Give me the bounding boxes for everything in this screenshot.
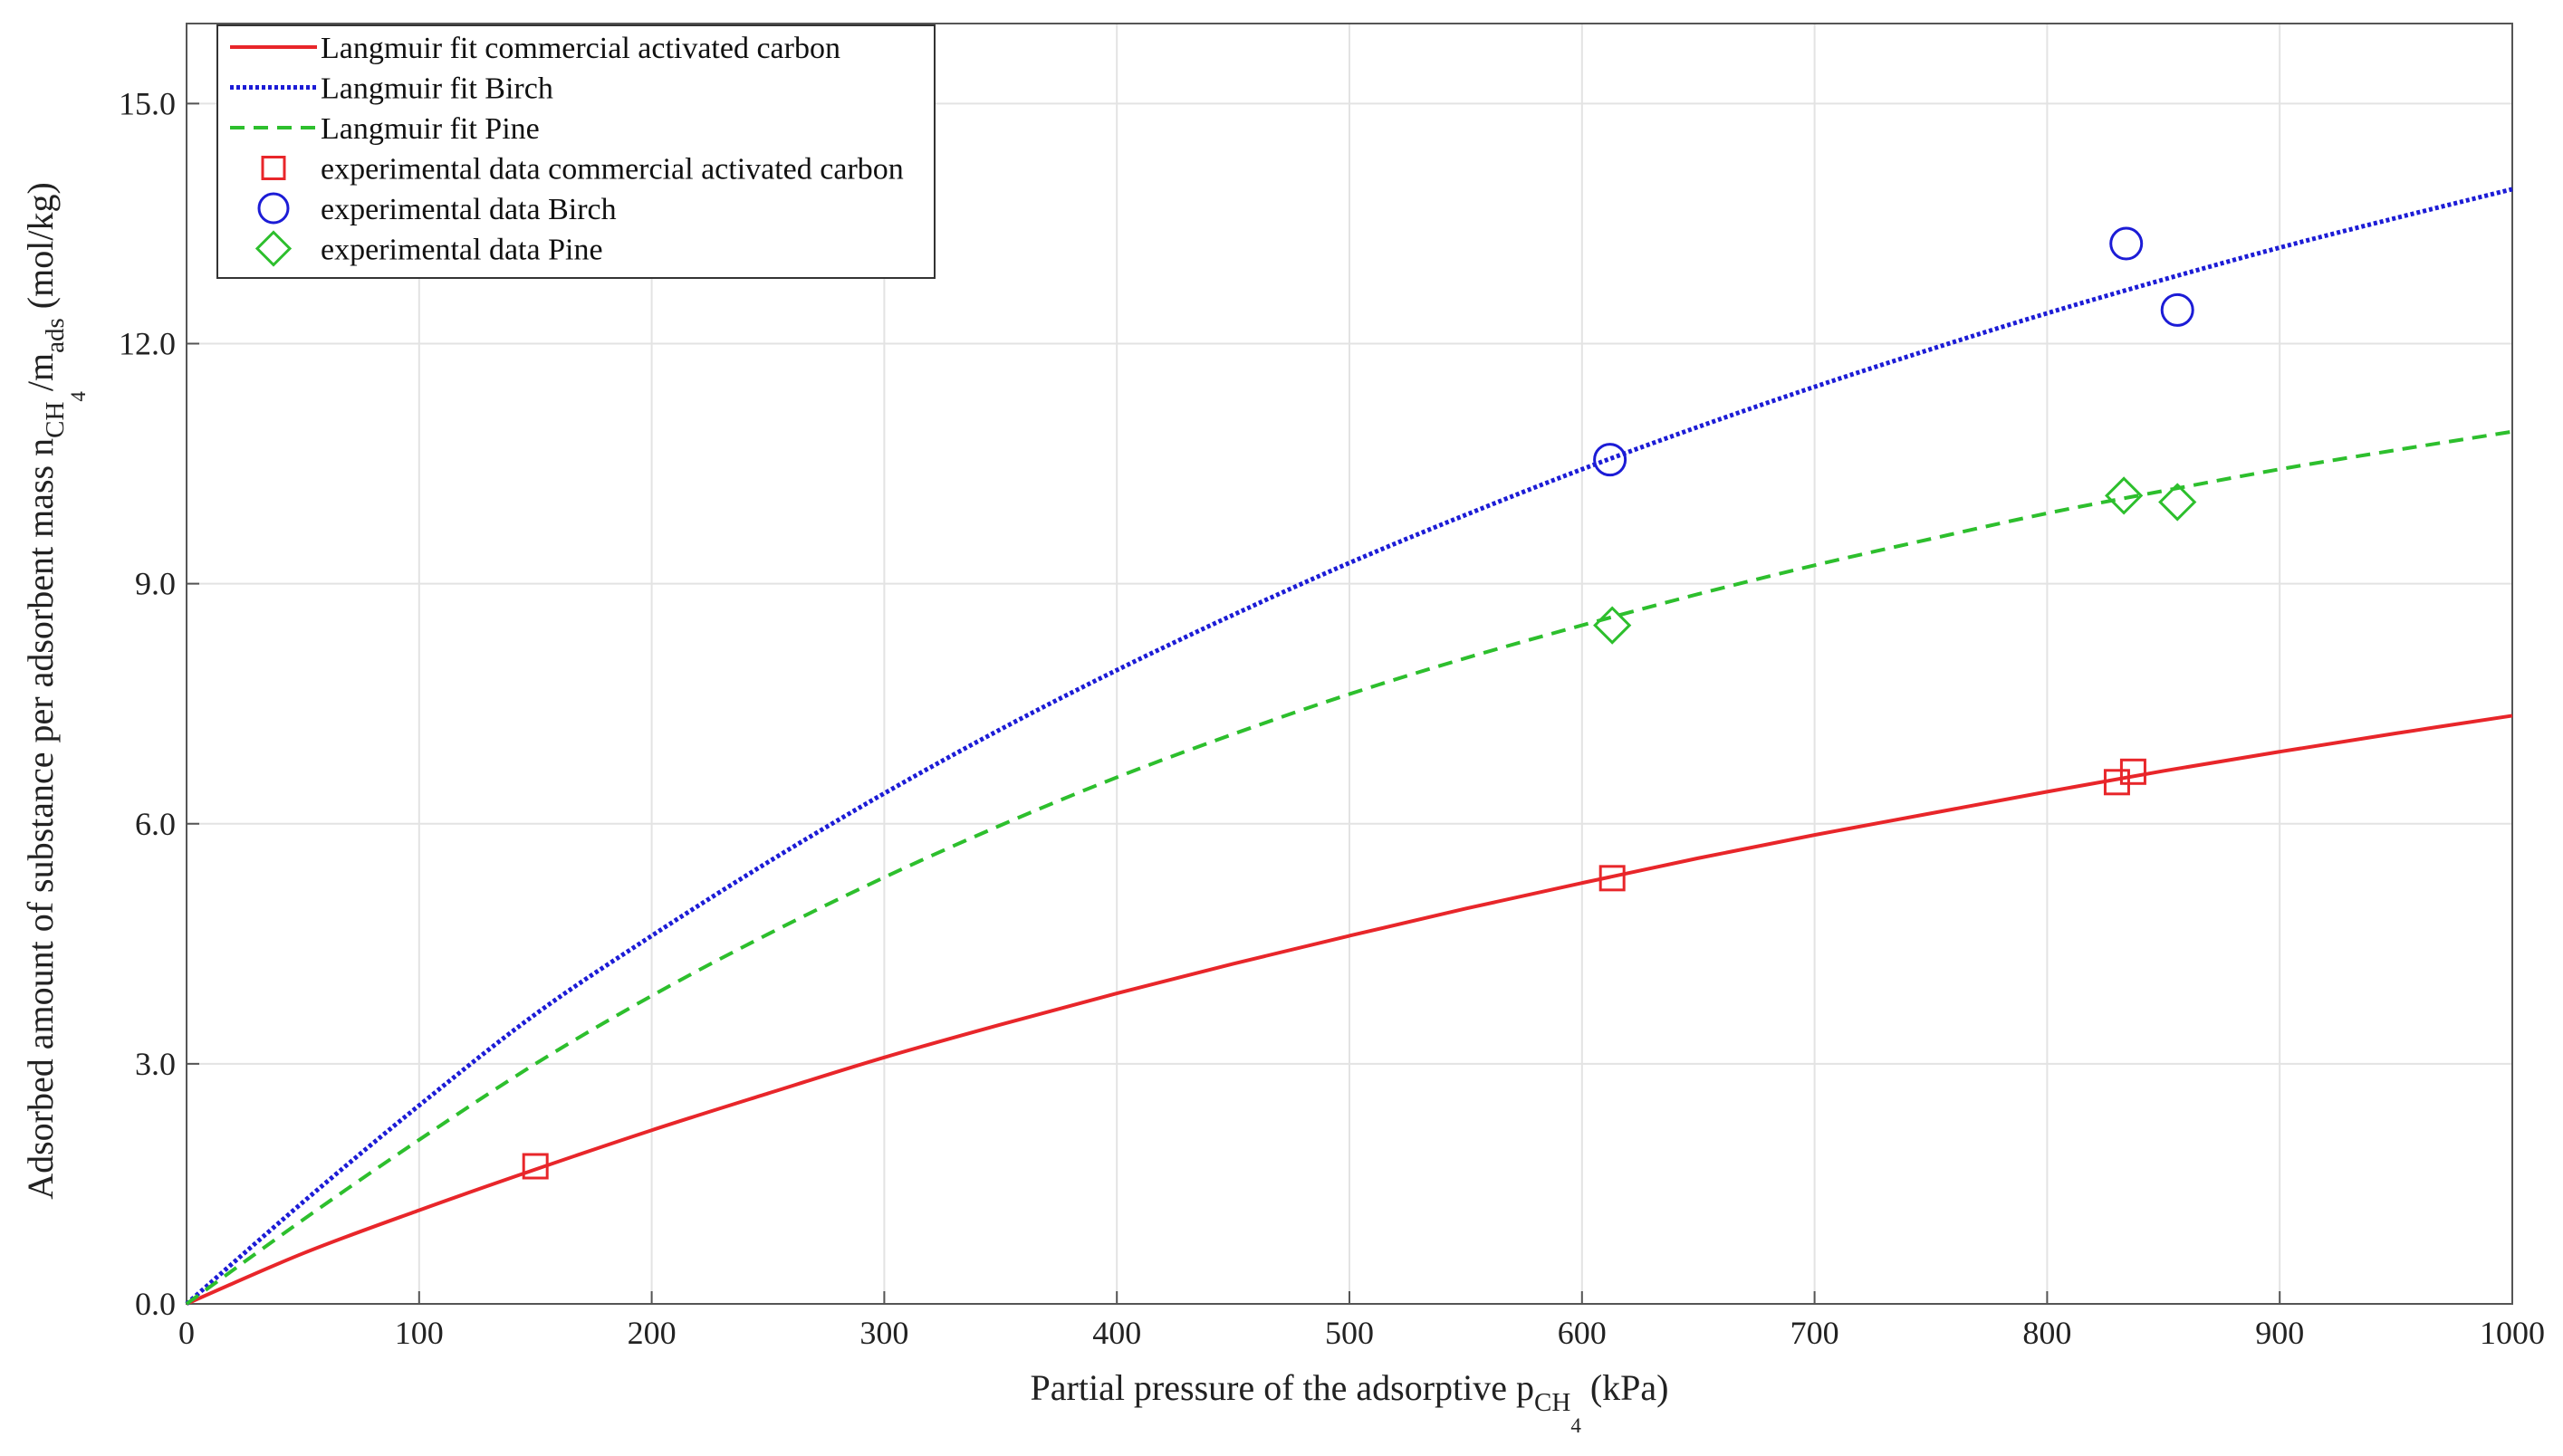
legend-entry: Langmuir fit commercial activated carbon [230,32,840,65]
series-line-langmuir-fit-birch [185,187,2513,1306]
x-axis-title: Partial pressure of the adsorptive pCH4 … [1031,1367,1669,1437]
x-tick-label: 100 [395,1315,444,1351]
data-point-experimental-data-pine [2158,483,2197,522]
y-tick-label: 15.0 [119,85,176,121]
x-tick-label: 700 [1790,1315,1839,1351]
legend: Langmuir fit commercial activated carbon… [216,24,936,279]
legend-label: experimental data Pine [321,234,603,267]
data-point-experimental-data-commercial-activated-carbon [2103,769,2130,796]
legend-entry: Langmuir fit Pine [230,112,540,146]
series-line-langmuir-fit-pine [185,429,2513,1306]
data-point-experimental-data-commercial-activated-carbon [1598,865,1626,892]
y-tick-label: 3.0 [135,1046,176,1082]
data-point-experimental-data-birch [2109,226,2144,261]
data-point-experimental-data-commercial-activated-carbon [522,1153,549,1180]
x-tick-label: 900 [2255,1315,2304,1351]
x-tick-label: 500 [1325,1315,1374,1351]
x-tick-label: 200 [628,1315,677,1351]
x-tick-label: 300 [859,1315,908,1351]
legend-entry: experimental data commercial activated c… [261,153,904,187]
y-tick-label: 9.0 [135,566,176,602]
legend-label: experimental data commercial activated c… [321,153,904,187]
legend-swatch-experimental-data-pine [254,230,293,267]
x-tick-label: 400 [1092,1315,1141,1351]
y-tick-label: 0.0 [135,1286,176,1322]
legend-entry: experimental data Pine [254,230,603,267]
y-axis-ticks: 0.0 3.0 6.0 9.0 12.0 15.0 [119,85,199,1322]
x-tick-label: 600 [1558,1315,1607,1351]
x-tick-label: 0 [178,1315,195,1351]
x-axis-ticks: 0 100 200 300 400 500 600 700 800 900 1000 [178,1291,2545,1351]
legend-entry: experimental data Birch [257,192,617,226]
data-point-experimental-data-pine [1593,606,1632,645]
y-axis-title: Adsorbed amount of substance per adsorbe… [20,182,90,1200]
legend-label: Langmuir fit commercial activated carbon [321,32,840,65]
legend-box [216,24,936,279]
series-points [522,226,2197,1180]
legend-label: experimental data Birch [321,193,617,226]
y-tick-label: 6.0 [135,806,176,842]
data-point-experimental-data-birch [2160,292,2194,327]
x-tick-label: 1000 [2480,1315,2545,1351]
data-point-experimental-data-commercial-activated-carbon [2119,758,2146,785]
legend-label: Langmuir fit Birch [321,72,553,106]
data-point-experimental-data-pine [2105,476,2144,515]
x-tick-label: 800 [2022,1315,2071,1351]
data-point-experimental-data-birch [1593,443,1627,477]
legend-swatch-experimental-data-commercial-activated-carbon [261,156,286,180]
legend-swatch-experimental-data-birch [257,192,290,225]
legend-label: Langmuir fit Pine [321,112,540,146]
y-tick-label: 12.0 [119,326,176,362]
legend-entry: Langmuir fit Birch [230,72,553,106]
